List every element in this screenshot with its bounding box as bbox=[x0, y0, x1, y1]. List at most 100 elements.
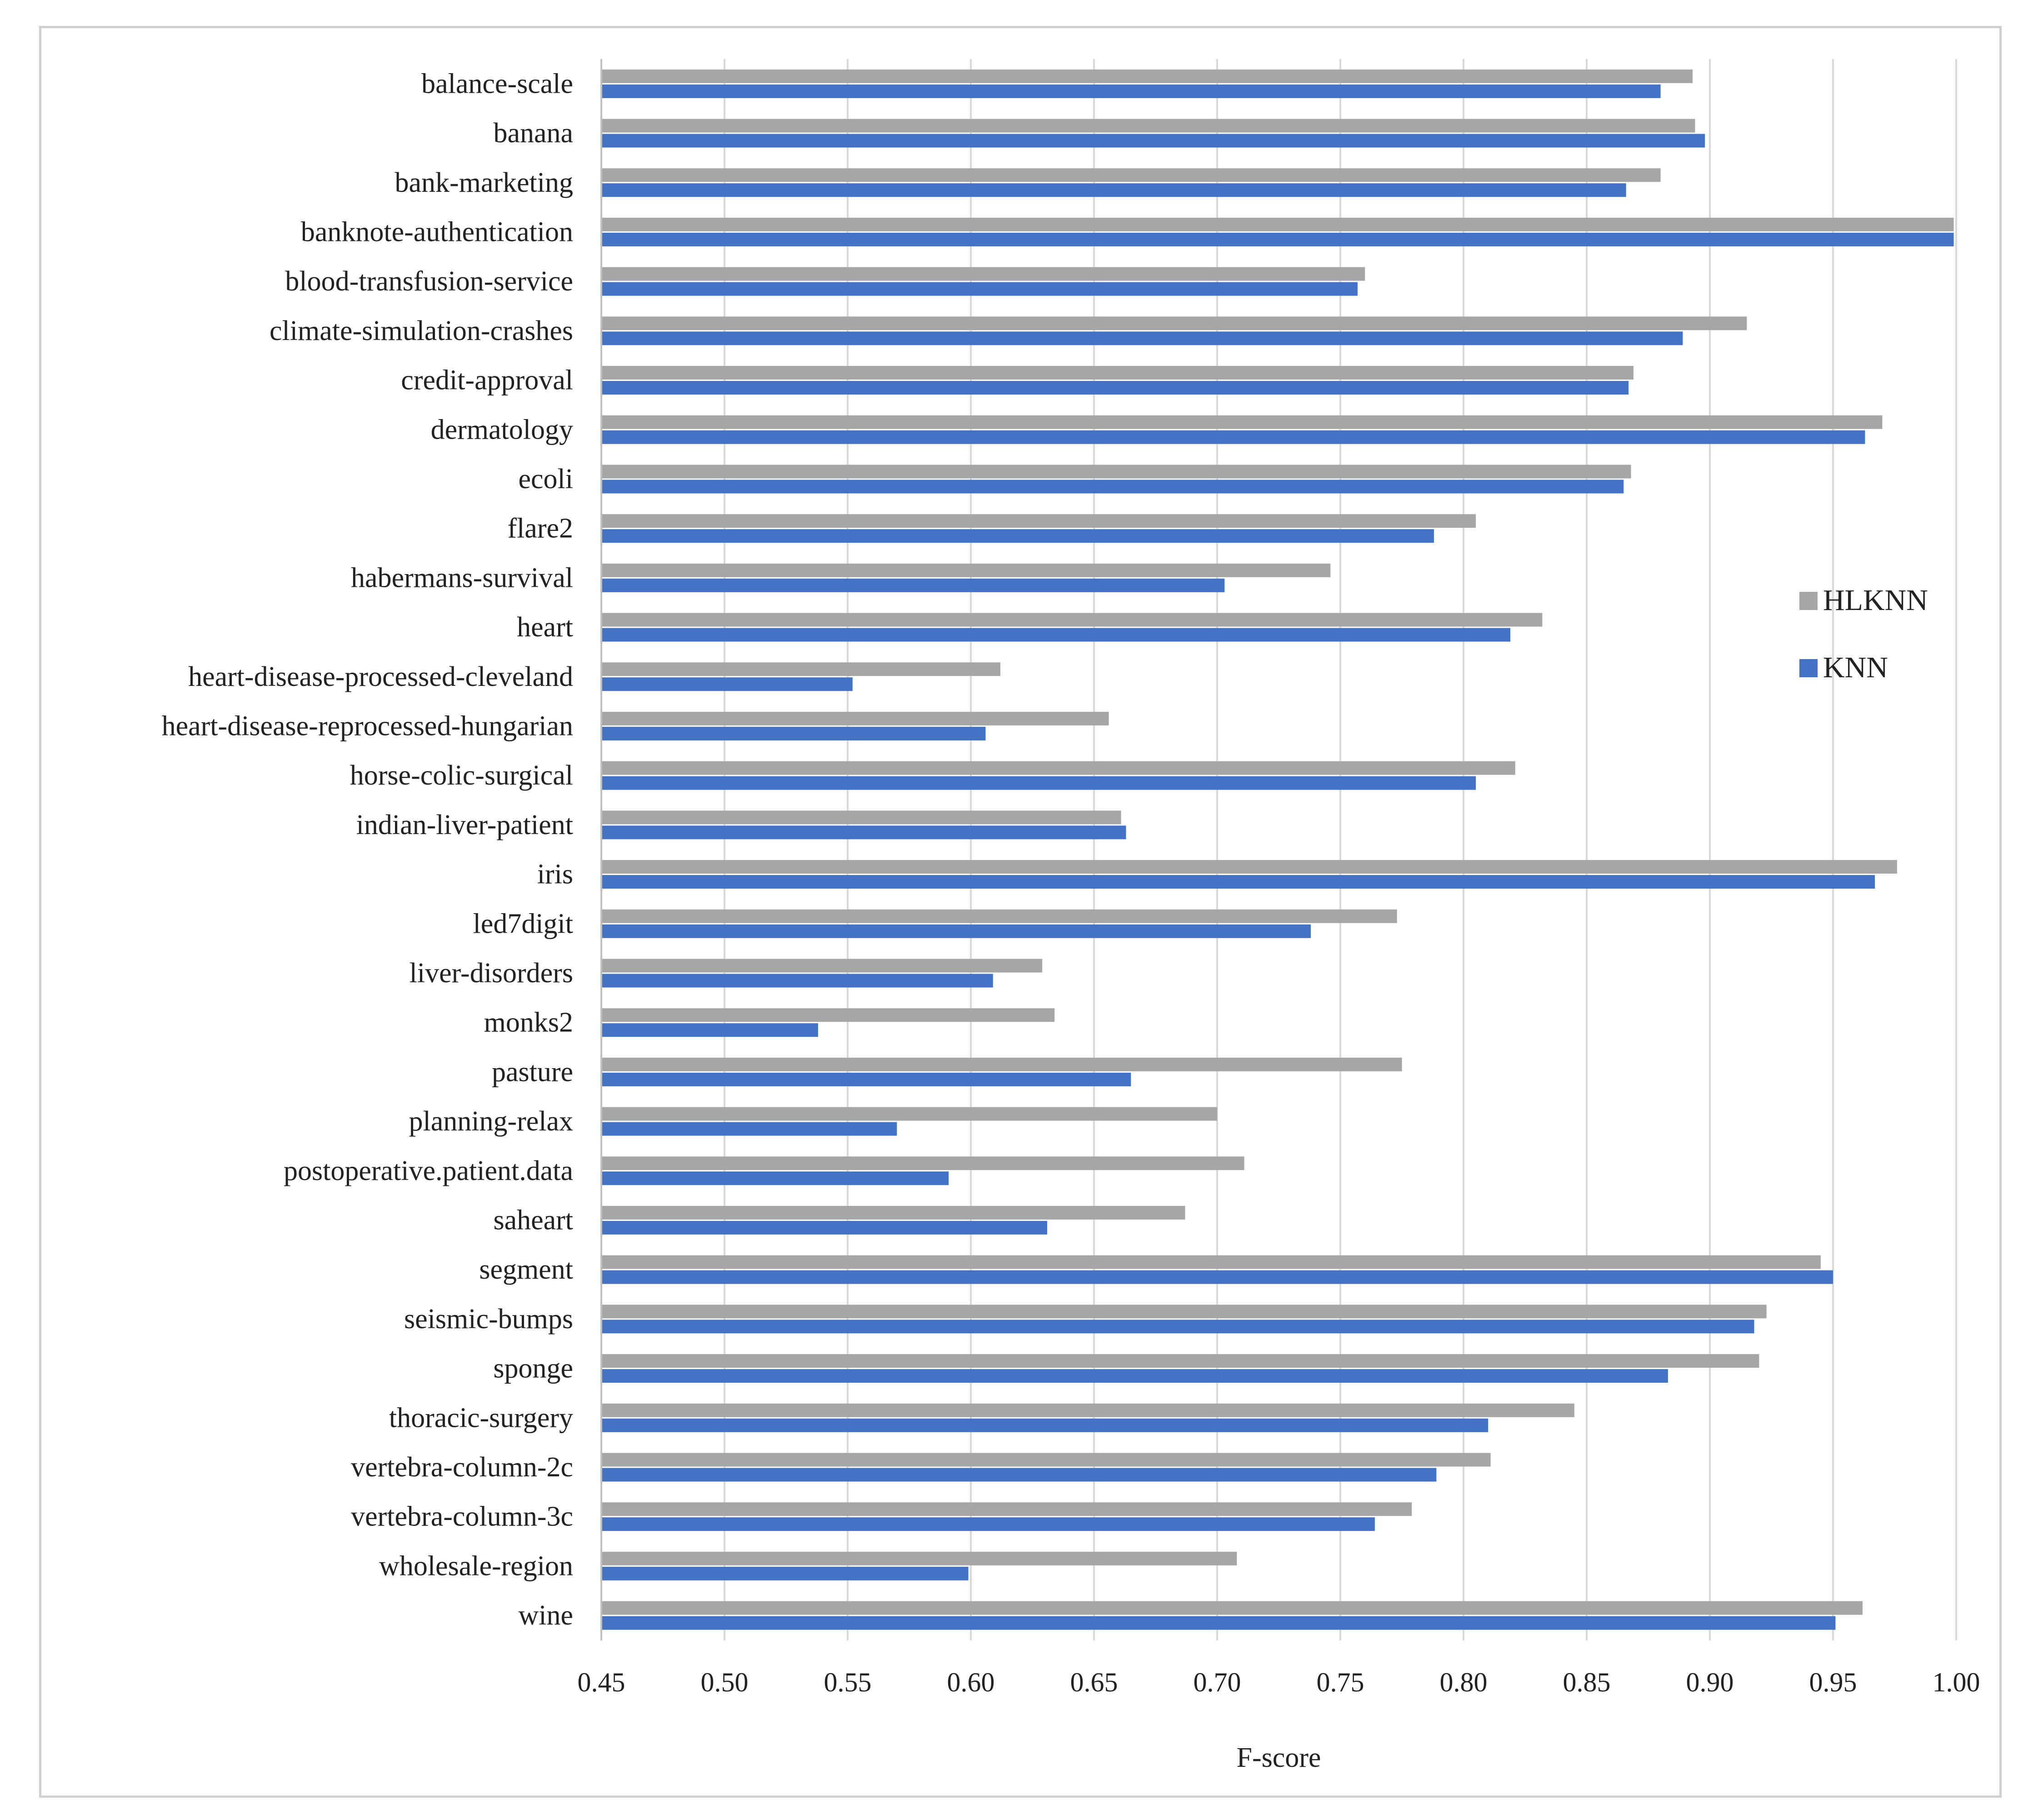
category-label: heart-disease-processed-cleveland bbox=[188, 661, 573, 692]
bar-knn bbox=[601, 1122, 897, 1136]
bar-hlknn bbox=[601, 168, 1661, 182]
x-tick-label: 0.95 bbox=[1809, 1667, 1857, 1697]
bar-knn bbox=[601, 875, 1875, 889]
category-label: postoperative.patient.data bbox=[284, 1155, 573, 1186]
bar-hlknn bbox=[601, 514, 1476, 528]
bar-knn bbox=[601, 1270, 1833, 1284]
category-label: wine bbox=[518, 1600, 573, 1631]
gridlines bbox=[600, 59, 1957, 1640]
bar-knn bbox=[601, 1023, 818, 1037]
bar-hlknn bbox=[601, 217, 1954, 231]
bar-chart: balance-scale banana bank-marketing banknot… bbox=[162, 59, 1980, 1773]
x-tick-label: 0.70 bbox=[1194, 1667, 1241, 1697]
bar-knn bbox=[601, 1468, 1437, 1482]
bar-knn bbox=[601, 1616, 1836, 1630]
category-label: iris bbox=[537, 859, 573, 890]
category-label: wholesale-region bbox=[379, 1550, 573, 1581]
category-label: credit-approval bbox=[401, 365, 573, 396]
category-label: banana bbox=[493, 118, 573, 149]
x-tick-label: 0.80 bbox=[1440, 1667, 1488, 1697]
x-tick-label: 0.55 bbox=[824, 1667, 872, 1697]
bar-hlknn bbox=[601, 1107, 1217, 1121]
bar-knn bbox=[601, 974, 993, 988]
category-label: indian-liver-patient bbox=[356, 810, 573, 840]
x-tick-label: 0.45 bbox=[578, 1667, 625, 1697]
category-label: climate-simulation-crashes bbox=[270, 315, 573, 346]
x-tick-label: 0.60 bbox=[947, 1667, 995, 1697]
category-label: ecoli bbox=[519, 464, 574, 495]
bar-knn bbox=[601, 480, 1624, 494]
bar-hlknn bbox=[601, 563, 1331, 577]
bar-hlknn bbox=[601, 1008, 1055, 1022]
bar-knn bbox=[601, 232, 1954, 246]
category-label: heart-disease-reprocessed-hungarian bbox=[162, 710, 573, 741]
bar-hlknn bbox=[601, 1255, 1821, 1269]
category-label: thoracic-surgery bbox=[389, 1402, 573, 1433]
x-tick-label: 0.50 bbox=[701, 1667, 749, 1697]
bar-knn bbox=[601, 578, 1225, 592]
bar-hlknn bbox=[601, 761, 1515, 775]
category-label: balance-scale bbox=[421, 68, 573, 99]
bar-knn bbox=[601, 1171, 949, 1185]
x-axis-title: F-score bbox=[1237, 1742, 1321, 1773]
bar-hlknn bbox=[601, 1354, 1759, 1368]
bar-hlknn bbox=[601, 1205, 1185, 1220]
bar-knn bbox=[601, 1220, 1048, 1235]
bar-hlknn bbox=[601, 662, 1001, 676]
category-label: habermans-survival bbox=[351, 562, 573, 593]
bar-hlknn bbox=[601, 1156, 1244, 1170]
category-label: horse-colic-surgical bbox=[350, 760, 573, 791]
bar-hlknn bbox=[601, 909, 1397, 923]
bar-knn bbox=[601, 529, 1434, 543]
bar-hlknn bbox=[601, 860, 1897, 874]
bar-knn bbox=[601, 84, 1661, 98]
legend: HLKNN KNN bbox=[1799, 584, 1928, 684]
category-label: saheart bbox=[493, 1205, 573, 1235]
category-label: vertebra-column-2c bbox=[351, 1452, 573, 1483]
bar-knn bbox=[601, 628, 1510, 642]
category-label: dermatology bbox=[431, 414, 573, 445]
bar-hlknn bbox=[601, 415, 1883, 429]
legend-label-knn: KNN bbox=[1823, 651, 1888, 684]
legend-swatch-knn bbox=[1799, 659, 1818, 677]
bar-hlknn bbox=[601, 959, 1043, 973]
bar-hlknn bbox=[601, 316, 1747, 330]
bar-hlknn bbox=[601, 69, 1693, 83]
bar-hlknn bbox=[601, 1453, 1491, 1467]
bar-hlknn bbox=[601, 613, 1543, 627]
category-label: vertebra-column-3c bbox=[351, 1501, 573, 1532]
bar-knn bbox=[601, 776, 1476, 790]
category-label: blood-transfusion-service bbox=[285, 266, 573, 297]
category-labels: balance-scale banana bank-marketing banknot… bbox=[162, 68, 573, 1631]
bar-hlknn bbox=[601, 1403, 1574, 1417]
bar-knn bbox=[601, 1320, 1754, 1334]
category-label: led7digit bbox=[473, 908, 573, 939]
category-label: heart bbox=[517, 612, 573, 643]
bar-hlknn bbox=[601, 465, 1631, 479]
category-label: flare2 bbox=[507, 513, 573, 544]
bar-knn bbox=[601, 430, 1865, 444]
category-label: liver-disorders bbox=[410, 958, 573, 989]
bar-knn bbox=[601, 1369, 1668, 1383]
bar-hlknn bbox=[601, 366, 1633, 380]
bar-knn bbox=[601, 282, 1358, 296]
legend-label-hlknn: HLKNN bbox=[1823, 584, 1928, 617]
bar-knn bbox=[601, 331, 1683, 345]
category-label: sponge bbox=[493, 1353, 573, 1384]
category-label: banknote-authentication bbox=[301, 216, 573, 247]
x-tick-label: 0.75 bbox=[1317, 1667, 1364, 1697]
bar-hlknn bbox=[601, 119, 1695, 133]
chart-frame: balance-scale banana bank-marketing banknot… bbox=[39, 26, 2002, 1798]
category-label: segment bbox=[479, 1254, 573, 1285]
bar-knn bbox=[601, 183, 1626, 197]
x-tick-label: 0.65 bbox=[1070, 1667, 1118, 1697]
bar-knn bbox=[601, 1566, 969, 1580]
bar-knn bbox=[601, 381, 1629, 395]
category-label: pasture bbox=[492, 1056, 573, 1087]
bar-knn bbox=[601, 677, 853, 691]
bar-hlknn bbox=[601, 1057, 1402, 1071]
bar-hlknn bbox=[601, 810, 1121, 825]
bar-knn bbox=[601, 924, 1311, 938]
x-tick-label: 0.85 bbox=[1563, 1667, 1611, 1697]
bar-knn bbox=[601, 1072, 1131, 1086]
